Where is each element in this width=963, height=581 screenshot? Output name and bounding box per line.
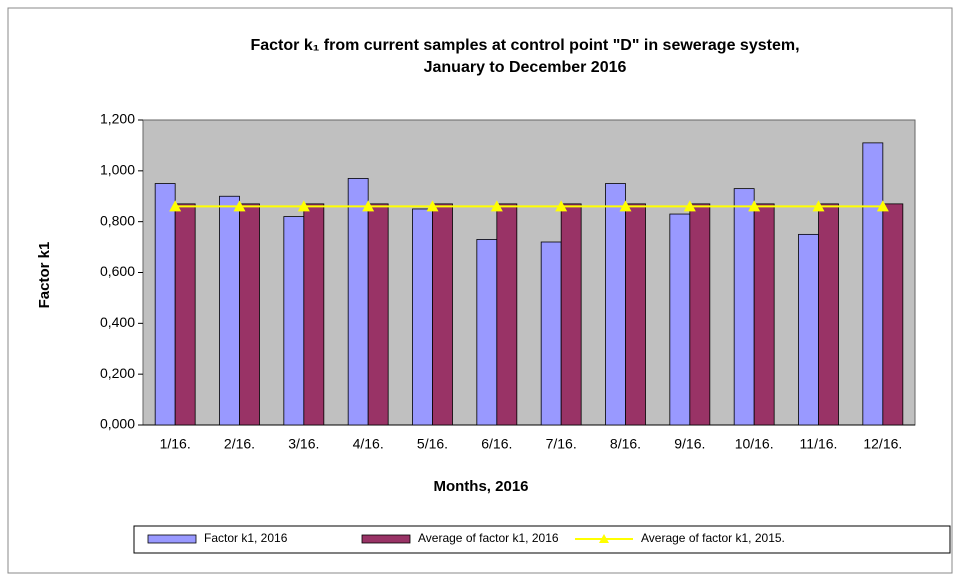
bar xyxy=(347,178,369,426)
x-tick-label: 7/16. xyxy=(546,436,577,452)
bar xyxy=(818,203,839,426)
y-tick-label: 1,200 xyxy=(100,111,135,127)
plot-area xyxy=(142,119,916,426)
line-marker xyxy=(490,200,503,212)
bar xyxy=(753,203,775,426)
bar xyxy=(733,188,755,426)
legend-box xyxy=(133,525,951,554)
bar xyxy=(540,241,562,426)
bar xyxy=(625,203,646,426)
bar xyxy=(560,203,582,426)
line-marker xyxy=(169,200,182,212)
x-tick-label: 9/16. xyxy=(674,436,705,452)
x-tick-label: 5/16. xyxy=(417,436,448,452)
y-tick-label: 0,200 xyxy=(100,365,135,381)
x-tick-label: 11/16. xyxy=(800,436,838,452)
y-tick-label: 0,600 xyxy=(100,263,135,279)
y-tick-label: 0,000 xyxy=(100,416,135,432)
x-tick-label: 12/16. xyxy=(863,436,902,452)
legend-swatch xyxy=(147,534,197,544)
x-tick-label: 6/16. xyxy=(481,436,512,452)
x-axis-title: Months, 2016 xyxy=(433,478,528,495)
line-marker xyxy=(426,200,439,212)
bar xyxy=(496,203,518,426)
x-tick-label: 10/16. xyxy=(735,436,774,452)
legend-swatch xyxy=(361,534,411,544)
x-tick-label: 4/16. xyxy=(353,436,384,452)
y-axis-title: Factor k1 xyxy=(36,242,53,309)
bar xyxy=(689,203,711,426)
legend-label: Average of factor k1, 2016 xyxy=(418,531,559,545)
chart-title: Factor k₁ from current samples at contro… xyxy=(250,37,799,54)
y-tick-label: 0,800 xyxy=(100,212,135,228)
legend-label: Average of factor k1, 2015. xyxy=(641,531,785,545)
line-marker xyxy=(233,200,246,212)
legend-label: Factor k1, 2016 xyxy=(204,531,288,545)
x-tick-label: 8/16. xyxy=(610,436,641,452)
bar xyxy=(239,203,260,426)
bar xyxy=(412,208,433,426)
bar xyxy=(882,203,904,426)
chart-title: January to December 2016 xyxy=(424,59,627,76)
x-tick-label: 1/16. xyxy=(160,436,191,452)
bar xyxy=(476,239,498,426)
bar xyxy=(367,203,389,426)
x-tick-label: 3/16. xyxy=(288,436,319,452)
line-marker xyxy=(362,200,375,212)
bar xyxy=(862,142,884,426)
bar xyxy=(432,203,453,426)
line-marker xyxy=(876,200,889,212)
line-marker xyxy=(812,200,825,212)
legend-marker xyxy=(599,534,609,543)
bar xyxy=(283,216,305,426)
line-marker xyxy=(748,200,761,212)
line-marker xyxy=(555,200,568,212)
bar xyxy=(605,183,626,426)
line-marker xyxy=(683,200,696,212)
line-marker xyxy=(619,200,632,212)
bar xyxy=(154,183,176,426)
line-marker xyxy=(297,200,310,212)
bar xyxy=(669,213,691,426)
bar xyxy=(174,203,196,426)
bar xyxy=(798,233,819,426)
y-tick-label: 0,400 xyxy=(100,314,135,330)
bar xyxy=(303,203,325,426)
y-tick-label: 1,000 xyxy=(100,162,135,178)
x-tick-label: 2/16. xyxy=(224,436,255,452)
bar xyxy=(219,195,240,426)
